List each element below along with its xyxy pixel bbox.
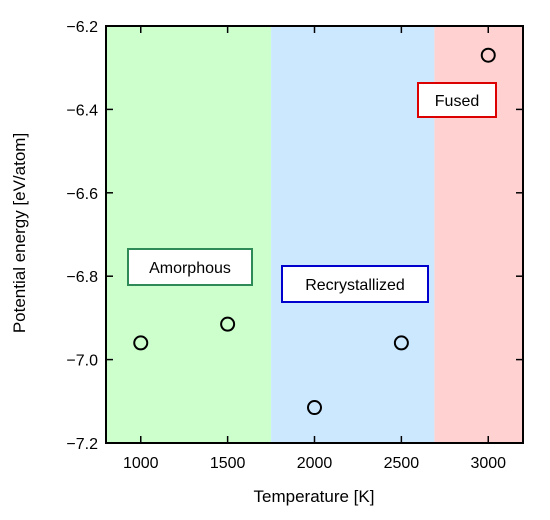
y-tick-label: −6.8 <box>66 269 98 286</box>
region-label-amorphous: Amorphous <box>127 248 253 286</box>
region-recrystallized <box>271 26 435 443</box>
data-point <box>307 400 322 416</box>
x-tick-label: 2000 <box>297 455 333 472</box>
phase-regions <box>106 26 523 443</box>
plot-frame <box>105 25 524 444</box>
x-tick-label: 1500 <box>210 455 246 472</box>
region-label-box-recrystallized <box>281 265 429 303</box>
data-point <box>480 47 496 63</box>
axis-ticks: 1000 1500 2000 2500 3000 −6.2 −6.4 −6.6 −6.8 −7.0… <box>66 19 523 472</box>
x-tick-label: 3000 <box>470 455 506 472</box>
y-tick-label: −6.6 <box>66 186 98 203</box>
data-points <box>133 47 496 416</box>
region-amorphous <box>106 26 272 443</box>
region-label-box-amorphous <box>127 248 253 286</box>
y-tick-label: −6.2 <box>66 19 98 36</box>
data-point <box>133 335 149 351</box>
region-label-text-amorphous: Amorphous <box>149 260 231 277</box>
region-label-text-fused: Fused <box>435 93 479 110</box>
y-axis-title: Potential energy [eV/atom] <box>10 133 29 333</box>
data-point <box>393 335 409 351</box>
y-tick-label: −7.0 <box>66 353 98 370</box>
y-tick-label: −6.4 <box>66 102 98 119</box>
region-label-box-fused <box>417 82 497 118</box>
x-axis-title: Temperature [K] <box>254 487 375 506</box>
region-label-fused: Fused <box>417 82 497 118</box>
x-tick-label: 2500 <box>384 455 420 472</box>
region-labels: Amorphous Recrystallized Fused <box>127 82 497 303</box>
data-point <box>220 316 236 332</box>
region-label-recrystallized: Recrystallized <box>281 265 429 303</box>
x-tick-label: 1000 <box>123 455 159 472</box>
region-label-text-recrystallized: Recrystallized <box>305 277 405 294</box>
y-tick-label: −7.2 <box>66 436 98 453</box>
